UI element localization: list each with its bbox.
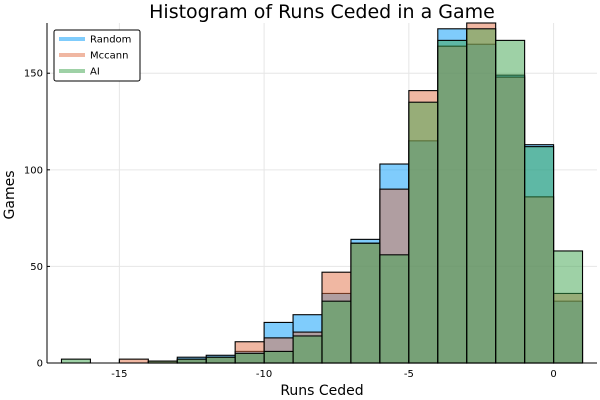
y-tick-label: 150 xyxy=(24,69,43,80)
x-tick-label: -15 xyxy=(111,369,127,380)
bar-ai xyxy=(60,358,91,364)
bar-ai xyxy=(234,352,265,364)
bar-ai xyxy=(263,350,294,364)
bar-ai xyxy=(379,254,410,364)
y-tick-label: 0 xyxy=(37,359,43,370)
bar-ai xyxy=(176,358,207,364)
legend-box xyxy=(53,29,141,82)
legend-label-mccann: Mccann xyxy=(90,51,128,62)
x-tick-label: 0 xyxy=(550,369,556,380)
histogram-bars xyxy=(60,22,584,364)
y-tick-label: 100 xyxy=(24,165,43,176)
bar-ai xyxy=(321,300,352,364)
bar-ai xyxy=(524,146,555,364)
bar-mccann xyxy=(118,358,149,364)
bar-ai xyxy=(350,242,381,364)
y-axis-label: Games xyxy=(2,171,18,220)
legend-label-random: Random xyxy=(90,35,131,46)
y-tick-label: 50 xyxy=(30,262,43,273)
bar-ai xyxy=(466,28,497,364)
bar-ai xyxy=(408,101,439,364)
x-tick-label: -5 xyxy=(404,369,414,380)
axes xyxy=(46,23,597,364)
bar-ai xyxy=(495,39,526,364)
bar-ai xyxy=(437,39,468,364)
legend-label-ai: AI xyxy=(90,67,100,78)
chart-title: Histogram of Runs Ceded in a Game xyxy=(149,1,495,23)
x-axis-label: Runs Ceded xyxy=(280,383,363,399)
tick-labels: -15 -10 -5 0 0 50 100 150 xyxy=(24,69,557,380)
bar-ai xyxy=(292,335,323,364)
x-tick-label: -10 xyxy=(256,369,272,380)
legend: Random Mccann AI xyxy=(53,29,141,82)
bar-ai xyxy=(553,250,584,364)
bar-ai xyxy=(205,356,236,364)
